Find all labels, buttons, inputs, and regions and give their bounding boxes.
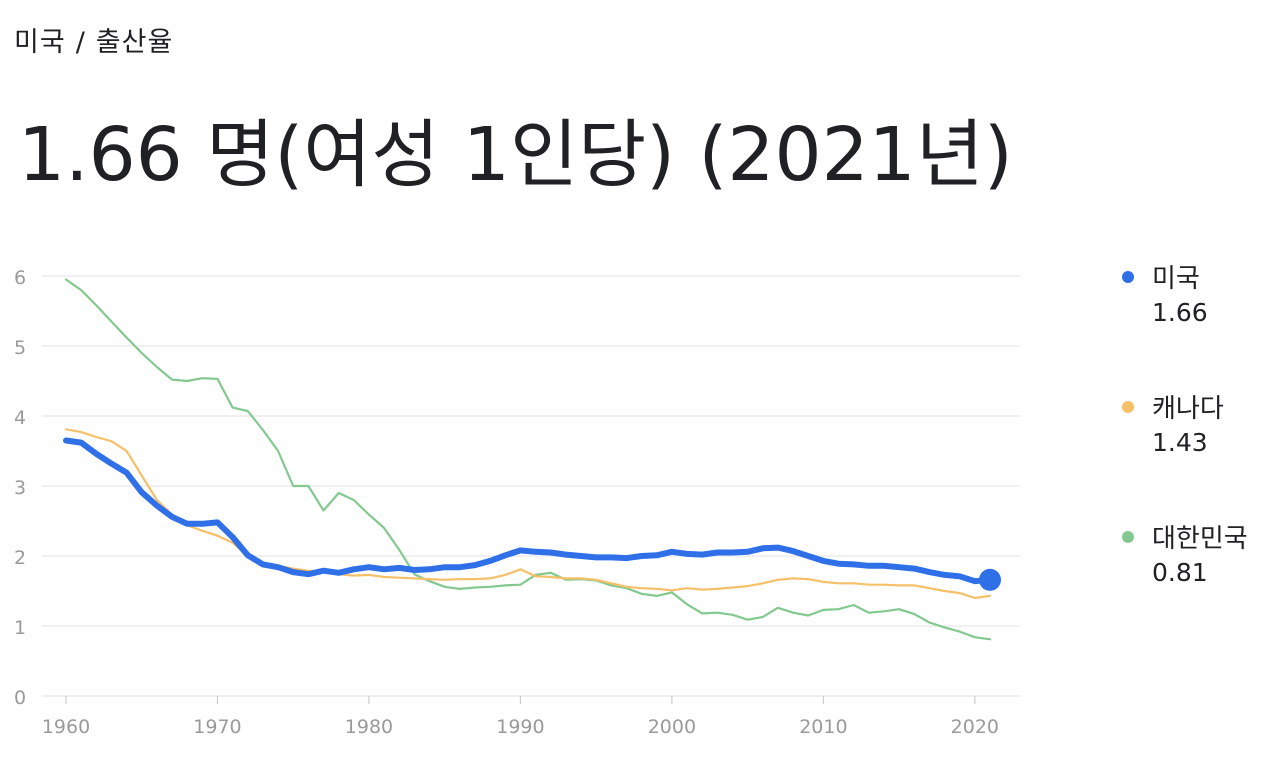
y-tick-label: 4: [14, 407, 26, 429]
legend-item-united-states[interactable]: 미국 1.66: [1118, 258, 1278, 388]
legend-name: 대한민국: [1152, 524, 1248, 554]
y-tick-label: 1: [14, 617, 26, 639]
breadcrumb-separator: /: [75, 27, 86, 58]
legend-value: 1.66: [1152, 298, 1208, 327]
legend-name: 캐나다: [1152, 394, 1224, 424]
legend-value: 0.81: [1152, 558, 1208, 587]
chart-legend: 미국 1.66 캐나다 1.43 대한민국 0.81: [1118, 258, 1278, 648]
x-tick-label: 2020: [951, 716, 999, 738]
series-line-united-states: [63, 437, 993, 585]
y-tick-label: 0: [14, 687, 26, 709]
breadcrumb-country[interactable]: 미국: [14, 27, 66, 58]
legend-item-korea[interactable]: 대한민국 0.81: [1118, 518, 1278, 648]
x-tick-label: 1960: [42, 716, 90, 738]
x-tick-label: 1990: [496, 716, 544, 738]
legend-item-canada[interactable]: 캐나다 1.43: [1118, 388, 1278, 518]
legend-dot-icon: [1122, 531, 1134, 543]
y-tick-label: 6: [14, 267, 26, 289]
legend-dot-icon: [1122, 271, 1134, 283]
legend-name: 미국: [1152, 264, 1200, 294]
breadcrumb: 미국 / 출산율: [14, 20, 173, 59]
headline-value: 1.66 명(여성 1인당) (2021년): [18, 112, 1013, 198]
x-tick-label: 2010: [799, 716, 847, 738]
x-tick-label: 2000: [648, 716, 696, 738]
series-end-point: [979, 568, 1001, 591]
fertility-line-chart[interactable]: 0 1 2 3 4 5 6 1960 1970 1980 1990 2000 2010 2020: [0, 0, 1100, 759]
y-tick-label: 3: [14, 477, 26, 499]
x-tick-label: 1970: [193, 716, 241, 738]
breadcrumb-topic: 출산율: [95, 27, 174, 58]
legend-value: 1.43: [1152, 428, 1208, 457]
legend-dot-icon: [1122, 401, 1134, 413]
y-tick-label: 2: [14, 547, 26, 569]
series-line-canada: [64, 428, 992, 600]
y-tick-label: 5: [14, 337, 26, 359]
x-tick-label: 1980: [345, 716, 393, 738]
series-line-korea: [64, 278, 992, 641]
